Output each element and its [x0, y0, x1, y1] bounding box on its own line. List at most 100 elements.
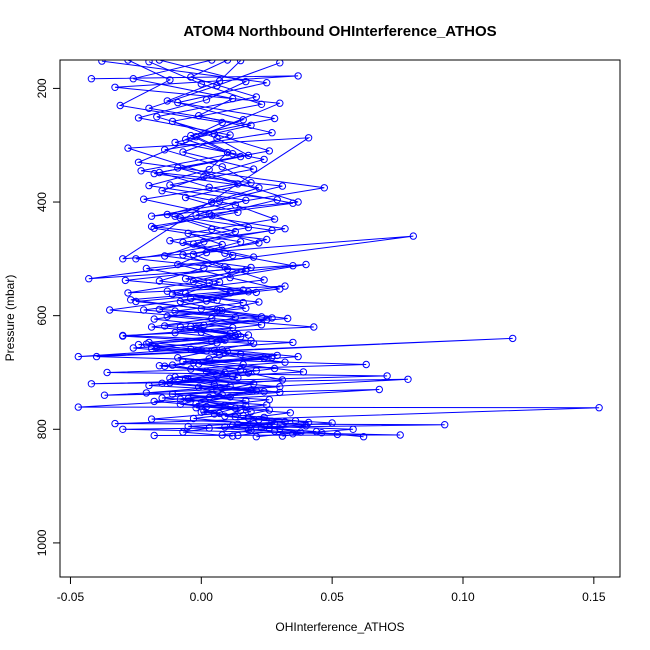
data-point — [140, 195, 148, 203]
data-point — [205, 183, 213, 192]
data-point — [263, 79, 271, 87]
data-point — [265, 424, 273, 432]
data-point — [231, 227, 240, 236]
data-point — [147, 323, 156, 331]
y-axis: 200 400 600 800 1000 — [35, 78, 61, 556]
data-point — [124, 289, 132, 297]
data-point — [150, 431, 158, 440]
data-point — [362, 360, 370, 369]
data-point — [310, 323, 318, 331]
data-point — [281, 282, 289, 290]
data-point — [320, 184, 328, 192]
data-point — [242, 77, 250, 86]
data-point — [145, 181, 153, 190]
data-point — [223, 60, 232, 64]
data-point — [249, 165, 258, 173]
data-point — [247, 179, 255, 187]
data-point — [163, 312, 172, 320]
data-point — [121, 276, 130, 285]
data-point — [129, 344, 138, 352]
data-point — [98, 60, 106, 65]
data-point — [281, 225, 289, 233]
data-point — [103, 368, 111, 377]
data-point — [132, 255, 140, 263]
data-point — [87, 75, 96, 83]
data-point — [100, 391, 109, 399]
data-point — [318, 429, 326, 437]
data-point — [155, 168, 164, 177]
data-point — [302, 260, 310, 269]
data-point — [106, 306, 114, 314]
data-point — [276, 99, 284, 107]
data-point — [168, 361, 177, 369]
data-point — [278, 376, 287, 384]
x-tick-label: 0.15 — [582, 590, 606, 604]
data-point — [210, 410, 219, 418]
data-point — [179, 358, 187, 366]
data-point — [268, 129, 276, 137]
data-point — [124, 60, 132, 64]
data-point — [257, 321, 266, 329]
y-axis-label: Pressure (mbar) — [3, 275, 17, 362]
data-point — [265, 396, 273, 404]
data-point — [229, 251, 237, 260]
data-point — [192, 324, 200, 332]
data-point — [184, 394, 192, 403]
y-tick-label: 200 — [35, 78, 49, 98]
data-point — [304, 134, 313, 142]
data-point — [166, 181, 174, 189]
data-point — [255, 298, 263, 306]
data-point — [218, 240, 226, 249]
data-point — [409, 232, 417, 240]
data-point — [197, 408, 206, 416]
data-point — [359, 433, 368, 441]
data-point — [134, 158, 143, 167]
data-point — [150, 169, 158, 178]
data-point — [302, 422, 310, 430]
data-point — [111, 83, 119, 92]
data-point — [163, 97, 172, 105]
data-point — [509, 334, 517, 343]
data-point — [145, 104, 153, 113]
data-point — [294, 198, 302, 206]
data-point — [244, 223, 253, 232]
data-point — [127, 296, 135, 304]
data-point — [187, 131, 195, 140]
data-point — [396, 431, 404, 439]
data-point — [289, 430, 297, 438]
x-tick-label: 0.10 — [451, 590, 475, 604]
series-line — [133, 60, 354, 435]
y-tick-label: 1000 — [35, 529, 49, 556]
data-point — [234, 208, 242, 217]
data-point — [155, 60, 164, 64]
data-point — [255, 415, 263, 424]
data-point — [205, 165, 213, 174]
data-point — [147, 222, 156, 231]
data-point — [268, 353, 276, 361]
data-point — [176, 297, 185, 306]
data-point — [179, 251, 187, 259]
data-point — [218, 118, 226, 127]
data-point — [85, 275, 93, 283]
data-point — [226, 382, 234, 390]
data-point — [202, 367, 211, 375]
x-axis: -0.05 0.00 0.05 0.10 0.15 — [57, 576, 606, 604]
data-point — [181, 193, 190, 202]
data-point — [244, 369, 253, 377]
series-4 — [129, 60, 342, 439]
data-point — [74, 352, 83, 361]
data-point — [74, 403, 83, 411]
data-point — [184, 422, 192, 431]
data-point — [134, 114, 143, 122]
data-point — [171, 307, 179, 315]
data-point — [166, 237, 174, 245]
data-point — [129, 75, 138, 83]
data-point — [247, 121, 255, 130]
data-point — [244, 331, 253, 339]
data-point — [119, 425, 127, 433]
data-point — [226, 393, 234, 401]
data-point — [174, 354, 182, 362]
data-point — [221, 412, 229, 420]
data-point — [124, 144, 132, 152]
data-point — [147, 212, 156, 220]
